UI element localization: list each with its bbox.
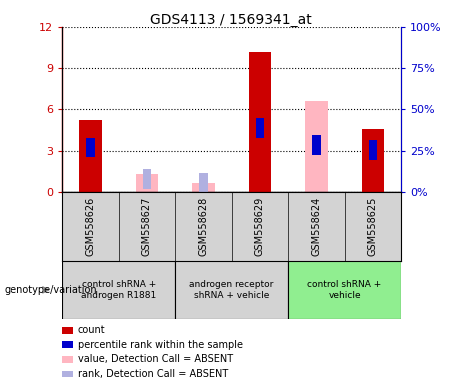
Bar <box>288 261 401 319</box>
Bar <box>369 140 377 160</box>
Bar <box>79 121 102 192</box>
Bar <box>62 261 175 319</box>
Bar <box>305 101 328 192</box>
Text: GSM558628: GSM558628 <box>198 197 208 256</box>
Bar <box>86 137 95 157</box>
Bar <box>143 169 151 189</box>
Text: percentile rank within the sample: percentile rank within the sample <box>77 340 242 350</box>
Text: GDS4113 / 1569341_at: GDS4113 / 1569341_at <box>150 13 311 27</box>
Bar <box>199 173 207 193</box>
Text: control shRNA +
androgen R1881: control shRNA + androgen R1881 <box>81 280 156 300</box>
Bar <box>192 183 215 192</box>
Text: GSM558629: GSM558629 <box>255 197 265 256</box>
Bar <box>136 174 158 192</box>
Bar <box>175 261 288 319</box>
Text: count: count <box>77 325 105 335</box>
Bar <box>256 118 264 137</box>
Bar <box>312 135 320 155</box>
Bar <box>248 52 271 192</box>
Text: GSM558625: GSM558625 <box>368 197 378 256</box>
Text: value, Detection Call = ABSENT: value, Detection Call = ABSENT <box>77 354 233 364</box>
Text: GSM558626: GSM558626 <box>85 197 95 256</box>
Text: androgen receptor
shRNA + vehicle: androgen receptor shRNA + vehicle <box>189 280 274 300</box>
Text: genotype/variation: genotype/variation <box>5 285 97 295</box>
Text: rank, Detection Call = ABSENT: rank, Detection Call = ABSENT <box>77 369 228 379</box>
Text: control shRNA +
vehicle: control shRNA + vehicle <box>307 280 382 300</box>
Text: GSM558624: GSM558624 <box>311 197 321 256</box>
Bar <box>361 129 384 192</box>
Text: GSM558627: GSM558627 <box>142 197 152 256</box>
